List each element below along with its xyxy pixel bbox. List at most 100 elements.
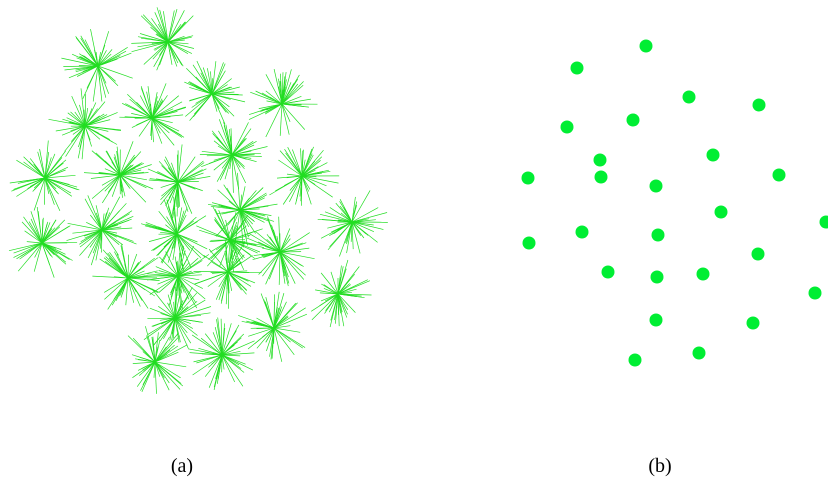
spike-ray — [108, 257, 129, 279]
spike-ray — [211, 84, 228, 95]
spike-ray — [151, 100, 159, 119]
spike-ray — [279, 251, 304, 267]
spike-ray — [177, 181, 193, 214]
spike-ray — [227, 209, 241, 226]
spike-ray — [159, 41, 169, 56]
spike-ray — [158, 306, 176, 319]
spike-ray — [212, 332, 223, 356]
spike-ray — [207, 68, 213, 95]
spike-ray — [37, 151, 46, 179]
spike-ray — [248, 233, 281, 253]
spike-ray — [351, 221, 361, 254]
spike-ray — [329, 221, 353, 248]
spike-ray — [221, 340, 255, 356]
spike-ray — [107, 277, 129, 310]
spike-ray — [155, 266, 179, 277]
spike-ray — [41, 217, 44, 244]
spike-ray — [158, 275, 179, 293]
spike-ray — [140, 86, 153, 119]
spike-ray — [154, 361, 181, 390]
spike-ray — [213, 154, 233, 171]
spike-cluster — [248, 69, 318, 138]
spike-ray — [281, 103, 309, 108]
spike-ray — [119, 167, 136, 176]
spike-ray — [229, 228, 263, 241]
spike-ray — [99, 258, 129, 279]
spike-ray — [273, 294, 275, 329]
spike-ray — [87, 229, 103, 259]
spike-ray — [256, 317, 275, 329]
spike-ray — [174, 317, 200, 323]
cluster-dot — [692, 346, 706, 360]
spike-ray — [237, 172, 241, 211]
spike-ray — [154, 361, 170, 391]
spike-ray — [266, 238, 281, 253]
spike-ray — [279, 251, 286, 277]
spike-ray — [101, 229, 118, 234]
spike-ray — [207, 239, 231, 267]
spike-ray — [84, 107, 89, 127]
spike-ray — [156, 7, 169, 43]
spike-ray — [84, 125, 101, 140]
spike-ray — [174, 317, 192, 344]
spike-ray — [275, 175, 303, 192]
spike-ray — [239, 209, 265, 215]
spike-ray — [101, 174, 121, 186]
spike-cluster — [246, 216, 315, 287]
spike-ray — [177, 275, 206, 300]
cluster-dot — [714, 205, 728, 219]
spike-ray — [211, 78, 232, 95]
spike-ray — [176, 233, 206, 258]
spike-ray — [189, 93, 213, 102]
spike-ray — [229, 239, 234, 273]
spike-ray — [279, 238, 287, 253]
spike-ray — [220, 271, 229, 304]
spike-ray — [174, 300, 184, 319]
spike-ray — [137, 41, 169, 48]
spike-ray — [84, 125, 109, 132]
spike-ray — [97, 44, 106, 67]
spike-ray — [289, 175, 303, 191]
spike-ray — [337, 284, 352, 295]
spike-ray — [165, 251, 179, 277]
spike-ray — [156, 172, 179, 183]
spike-ray — [211, 93, 220, 109]
spike-ray — [44, 177, 61, 212]
spike-ray — [229, 212, 237, 241]
spike-ray — [132, 337, 156, 363]
spike-ray — [64, 125, 86, 152]
cluster-dot — [808, 286, 822, 300]
spike-ray — [231, 154, 240, 190]
spike-ray — [173, 301, 176, 319]
spike-cluster — [66, 195, 137, 266]
spike-ray — [84, 125, 100, 129]
spike-ray — [227, 271, 256, 284]
cluster-dot — [626, 113, 640, 127]
spike-ray — [127, 277, 141, 307]
spike-cluster — [83, 141, 154, 204]
panel-a-spike-clusters — [8, 7, 388, 394]
spike-ray — [211, 93, 229, 114]
spike-cluster — [196, 206, 265, 273]
spike-ray — [39, 148, 46, 179]
spike-ray — [101, 229, 119, 256]
spike-ray — [158, 161, 179, 183]
spike-ray — [97, 49, 113, 67]
spike-ray — [92, 229, 103, 254]
spike-ray — [231, 152, 261, 156]
spike-ray — [337, 279, 368, 295]
spike-ray — [268, 251, 281, 280]
spike-ray — [44, 177, 58, 193]
spike-ray — [119, 169, 142, 176]
spike-ray — [177, 172, 204, 183]
spike-ray — [70, 125, 86, 132]
spike-cluster — [317, 190, 388, 257]
spike-ray — [151, 317, 176, 327]
spike-cluster — [187, 317, 255, 390]
spike-ray — [273, 69, 283, 105]
spike-ray — [219, 239, 231, 267]
spike-ray — [141, 361, 156, 393]
spike-ray — [176, 260, 179, 277]
spike-ray — [192, 64, 213, 95]
spike-ray — [19, 177, 46, 183]
